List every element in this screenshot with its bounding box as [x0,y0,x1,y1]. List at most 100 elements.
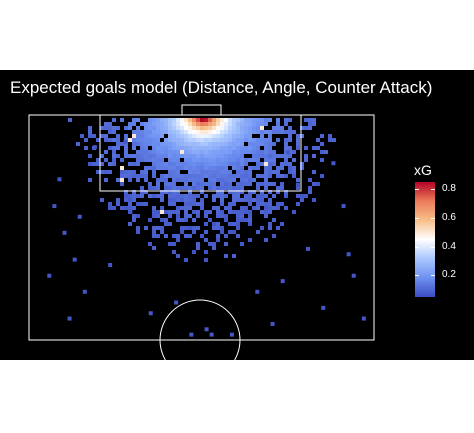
heatmap-cell [240,218,244,222]
heatmap-cell [100,126,104,130]
heatmap-cell [176,234,180,238]
heatmap-cell [212,182,216,186]
heatmap-cell [272,154,276,158]
heatmap-cell [100,198,104,202]
legend-tick-mark [431,217,435,219]
heatmap-cell [188,170,192,174]
heatmap-cell [180,166,184,170]
heatmap-cell [264,178,268,182]
heatmap-cell [232,254,236,258]
heatmap-cell [168,134,172,138]
heatmap-cell [212,122,216,126]
heatmap-cell [176,146,180,150]
legend-tick-mark [415,217,419,219]
heatmap-cell [184,194,188,198]
shot-dot [62,230,67,235]
heatmap-cell [136,138,140,142]
heatmap-cell [248,142,252,146]
heatmap-cell [248,210,252,214]
heatmap-cell [216,142,220,146]
heatmap-cell [176,206,180,210]
heatmap-cell [100,154,104,158]
heatmap-cell [240,134,244,138]
heatmap-cell [244,162,248,166]
heatmap-cell [256,118,260,122]
heatmap-cell [256,130,260,134]
heatmap-cell [156,162,160,166]
heatmap-cell [176,254,180,258]
heatmap-cell [164,138,168,142]
heatmap-cell [192,182,196,186]
heatmap-cell [104,138,108,142]
heatmap-cell [200,158,204,162]
heatmap-cell [216,138,220,142]
heatmap-cell [260,134,264,138]
heatmap-cell [88,130,92,134]
heatmap-cell [104,150,108,154]
heatmap-cell [164,222,168,226]
shot-dot [52,204,57,209]
heatmap-cell [172,158,176,162]
heatmap-cell [172,134,176,138]
heatmap-cell [132,206,136,210]
heatmap-cell [228,138,232,142]
heatmap-cell [236,182,240,186]
heatmap-cell [256,126,260,130]
heatmap-cell [312,170,316,174]
heatmap-cell [312,122,316,126]
heatmap-cell [108,206,112,210]
heatmap-cell [200,166,204,170]
heatmap-cell [260,142,264,146]
heatmap-cell [116,198,120,202]
heatmap-cell [160,174,164,178]
heatmap-cell [284,174,288,178]
heatmap-cell [136,158,140,162]
heatmap-cell [168,210,172,214]
heatmap-cell [152,158,156,162]
heatmap-cell [168,142,172,146]
heatmap-cell [228,222,232,226]
heatmap-cell [288,134,292,138]
heatmap-cell [244,146,248,150]
heatmap-cell [184,210,188,214]
heatmap-cell [116,126,120,130]
heatmap-cell [132,218,136,222]
heatmap-cell [184,162,188,166]
heatmap-cell [248,122,252,126]
heatmap-cell [156,182,160,186]
heatmap-cell [192,142,196,146]
heatmap-cell [108,138,112,142]
heatmap-cell [164,118,168,122]
heatmap-cell [108,202,112,206]
heatmap-cell [176,238,180,242]
heatmap-cell [280,174,284,178]
heatmap-cell [132,194,136,198]
heatmap-cell [268,226,272,230]
heatmap-cell [192,154,196,158]
heatmap-cell [160,150,164,154]
heatmap-cell [164,166,168,170]
heatmap-cell [164,190,168,194]
heatmap-cell [244,130,248,134]
heatmap-cell [184,206,188,210]
heatmap-cell [76,142,80,146]
heatmap-cell [296,138,300,142]
heatmap-cell [172,138,176,142]
heatmap-cell [196,162,200,166]
heatmap-cell [252,178,256,182]
heatmap-cell [164,234,168,238]
heatmap-cell [232,210,236,214]
heatmap-cell [180,146,184,150]
heatmap-cell [184,226,188,230]
heatmap-cell [252,122,256,126]
heatmap-cell [252,158,256,162]
heatmap-cell [224,206,228,210]
heatmap-cell [172,146,176,150]
heatmap-cell [220,138,224,142]
heatmap-cell [208,242,212,246]
heatmap-cell [132,134,136,138]
heatmap-cell [220,182,224,186]
heatmap-cell [216,210,220,214]
heatmap-cell [184,174,188,178]
heatmap-cell [224,174,228,178]
